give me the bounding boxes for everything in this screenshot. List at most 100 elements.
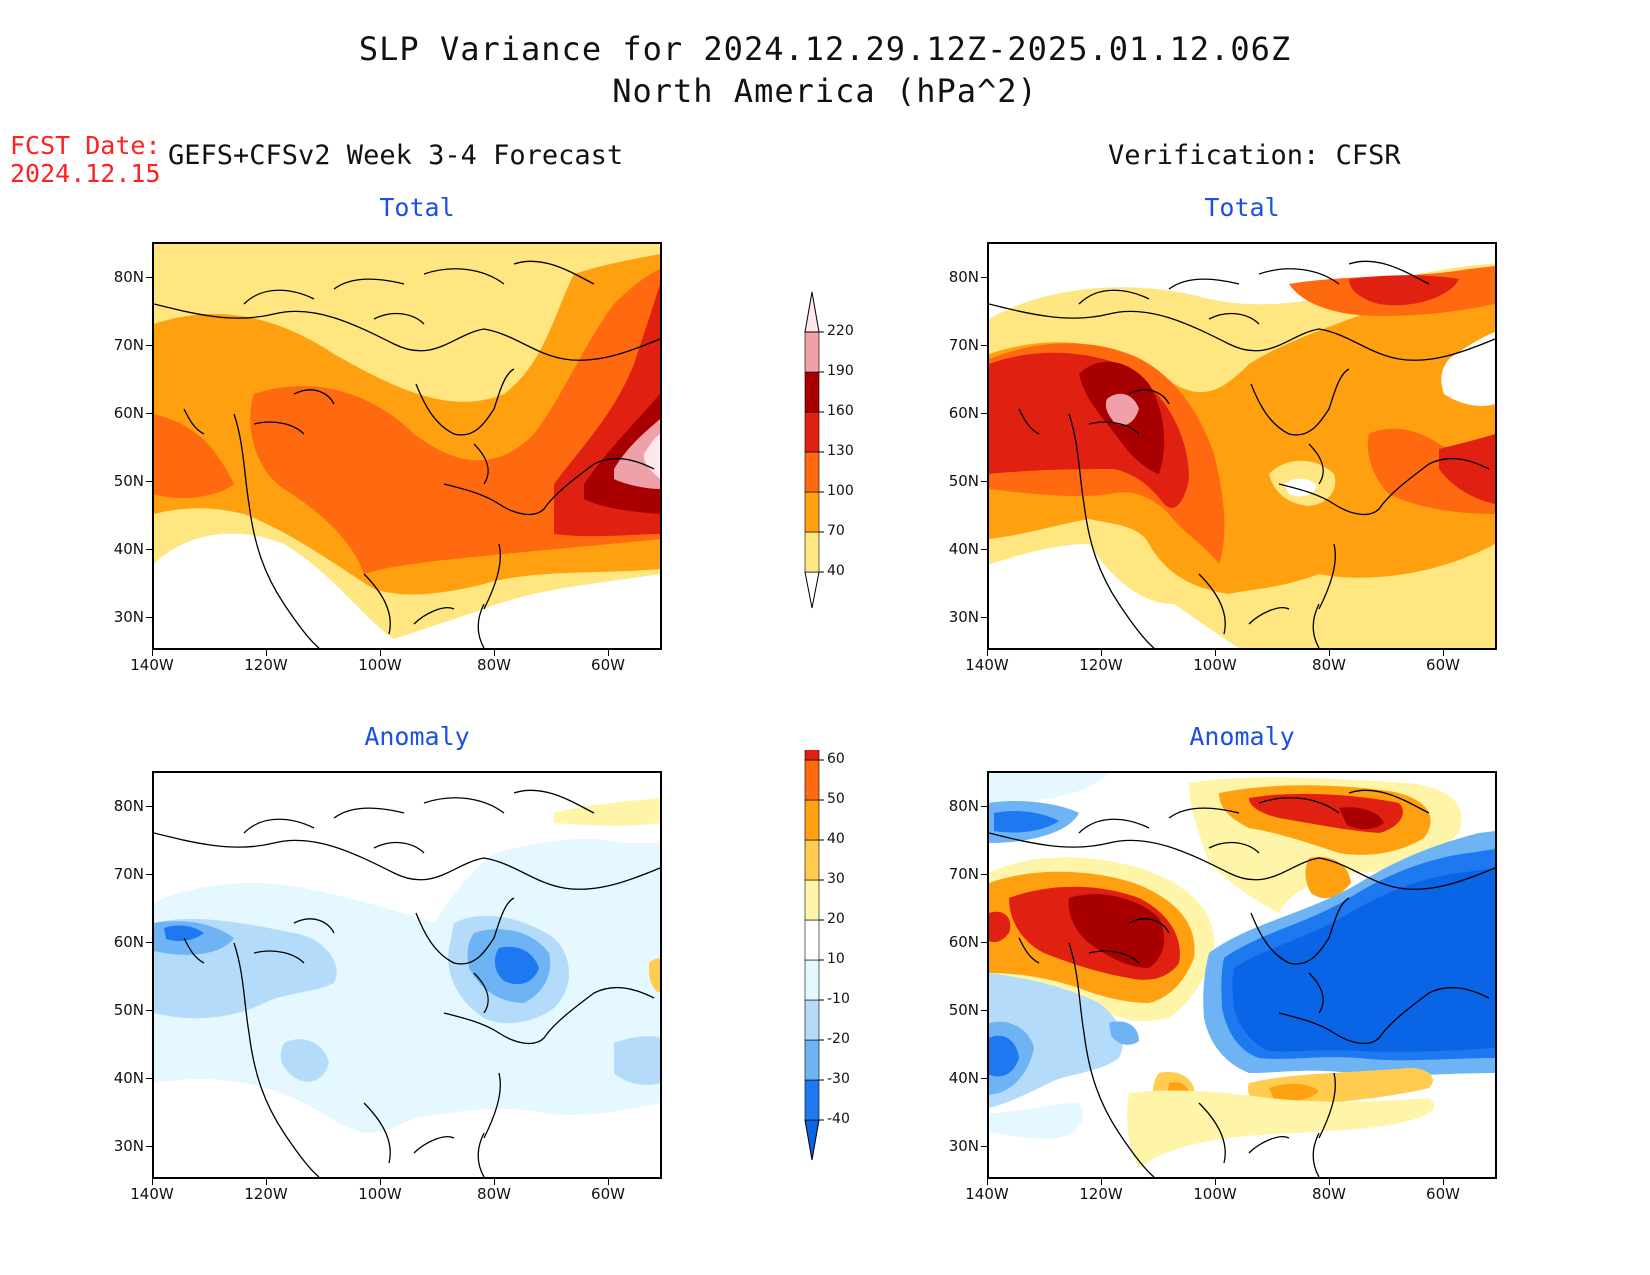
lon-label: 120W xyxy=(1079,1185,1123,1203)
fc-total-title: Total xyxy=(379,193,455,222)
lat-tick xyxy=(146,549,152,550)
lon-label: 60W xyxy=(591,1185,625,1203)
lon-label: 60W xyxy=(1426,656,1460,674)
anomaly-colorbar-label: -30 xyxy=(827,1071,850,1087)
lat-tick xyxy=(981,1146,987,1147)
colorbar-segment xyxy=(804,451,820,493)
colorbar-segment xyxy=(804,411,820,453)
lon-tick xyxy=(1215,650,1216,656)
lat-label: 40N xyxy=(948,1069,979,1087)
lat-tick xyxy=(146,481,152,482)
colorbar-segment xyxy=(804,531,820,573)
fc-anom-title: Anomaly xyxy=(364,722,470,751)
lon-tick xyxy=(1443,650,1444,656)
lon-tick xyxy=(987,1179,988,1185)
main-subtitle: North America (hPa^2) xyxy=(612,72,1038,110)
anomaly-colorbar-label: 60 xyxy=(827,751,845,767)
lat-tick xyxy=(981,345,987,346)
lon-tick xyxy=(380,650,381,656)
colorbar-segment xyxy=(804,919,820,961)
lon-label: 60W xyxy=(591,656,625,674)
lat-label: 80N xyxy=(113,268,144,286)
lat-tick xyxy=(146,345,152,346)
lat-tick xyxy=(981,806,987,807)
lon-label: 140W xyxy=(965,1185,1009,1203)
lon-tick xyxy=(1329,1179,1330,1185)
colorbar-min-arrow xyxy=(804,571,820,609)
forecast-total-map xyxy=(152,242,662,650)
lon-label: 120W xyxy=(1079,656,1123,674)
lat-label: 40N xyxy=(948,540,979,558)
colorbar-segment xyxy=(804,1079,820,1121)
colorbar-segment xyxy=(804,839,820,881)
lat-label: 30N xyxy=(948,608,979,626)
lat-label: 50N xyxy=(113,472,144,490)
lon-label: 100W xyxy=(1193,1185,1237,1203)
lat-label: 80N xyxy=(948,797,979,815)
verification-heading: Verification: CFSR xyxy=(1108,140,1401,171)
lat-label: 80N xyxy=(113,797,144,815)
colorbar-segment xyxy=(804,1039,820,1081)
anomaly-colorbar-label: -40 xyxy=(827,1111,850,1127)
lat-tick xyxy=(981,1078,987,1079)
lat-label: 70N xyxy=(948,865,979,883)
total-colorbar-label: 190 xyxy=(827,363,854,379)
anomaly-colorbar-label: -20 xyxy=(827,1031,850,1047)
lat-tick xyxy=(981,277,987,278)
lon-tick xyxy=(1443,1179,1444,1185)
lat-label: 30N xyxy=(113,1137,144,1155)
lat-tick xyxy=(981,874,987,875)
lat-label: 60N xyxy=(948,404,979,422)
lat-label: 60N xyxy=(113,933,144,951)
anomaly-colorbar-label: 20 xyxy=(827,911,845,927)
total-colorbar xyxy=(804,291,824,609)
lat-label: 40N xyxy=(113,1069,144,1087)
anomaly-colorbar-label: 10 xyxy=(827,951,845,967)
anomaly-colorbar-label: 50 xyxy=(827,791,845,807)
lat-label: 60N xyxy=(948,933,979,951)
lat-label: 40N xyxy=(113,540,144,558)
fcst-date: 2024.12.15 xyxy=(10,159,161,188)
lon-tick xyxy=(266,1179,267,1185)
lon-label: 120W xyxy=(244,1185,288,1203)
lon-label: 80W xyxy=(1312,1185,1346,1203)
lon-tick xyxy=(1329,650,1330,656)
lon-tick xyxy=(1101,1179,1102,1185)
colorbar-segment xyxy=(804,879,820,921)
lon-tick xyxy=(494,1179,495,1185)
lat-label: 30N xyxy=(113,608,144,626)
lat-tick xyxy=(146,617,152,618)
lat-tick xyxy=(146,942,152,943)
lon-tick xyxy=(608,650,609,656)
lat-tick xyxy=(981,617,987,618)
lon-label: 140W xyxy=(130,1185,174,1203)
fcst-label: FCST Date: xyxy=(10,131,161,160)
lon-tick xyxy=(152,1179,153,1185)
lat-label: 80N xyxy=(948,268,979,286)
lon-label: 120W xyxy=(244,656,288,674)
total-colorbar-label: 130 xyxy=(827,443,854,459)
lat-tick xyxy=(146,874,152,875)
lon-tick xyxy=(1101,650,1102,656)
lat-tick xyxy=(981,1010,987,1011)
lon-label: 80W xyxy=(477,1185,511,1203)
lat-tick xyxy=(981,481,987,482)
anomaly-colorbar-label: 30 xyxy=(827,871,845,887)
lon-tick xyxy=(380,1179,381,1185)
lat-label: 70N xyxy=(113,865,144,883)
lat-label: 30N xyxy=(948,1137,979,1155)
lat-label: 60N xyxy=(113,404,144,422)
total-colorbar-label: 100 xyxy=(827,483,854,499)
ver-total-title: Total xyxy=(1204,193,1280,222)
lat-tick xyxy=(146,1146,152,1147)
forecast-anomaly-map xyxy=(152,771,662,1179)
lat-tick xyxy=(146,806,152,807)
colorbar-segment xyxy=(804,491,820,533)
lon-label: 60W xyxy=(1426,1185,1460,1203)
forecast-heading: GEFS+CFSv2 Week 3-4 Forecast xyxy=(168,140,624,171)
total-colorbar-label: 220 xyxy=(827,323,854,339)
colorbar-segment xyxy=(804,999,820,1041)
lat-tick xyxy=(981,413,987,414)
lon-tick xyxy=(266,650,267,656)
total-colorbar-label: 160 xyxy=(827,403,854,419)
